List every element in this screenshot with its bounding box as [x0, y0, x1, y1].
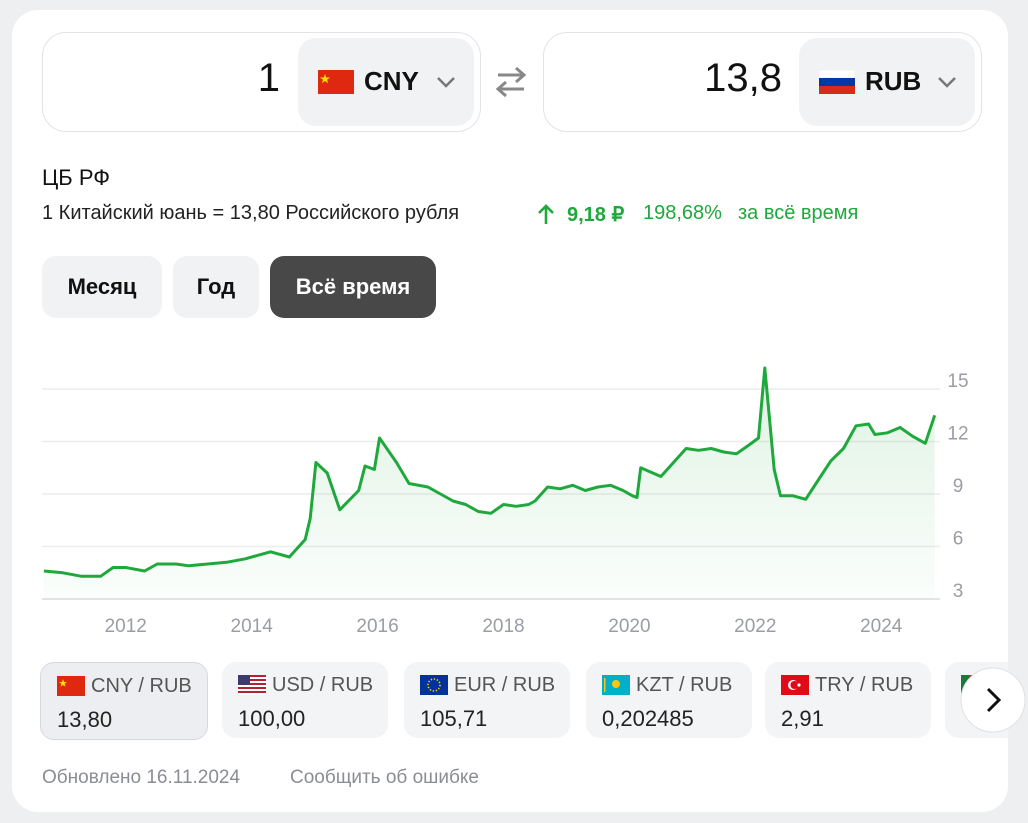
rate-text: 1 Китайский юань = 13,80 Российского руб…: [42, 202, 460, 224]
y-tick-label: 9: [953, 476, 964, 497]
from-currency-select[interactable]: CNY: [298, 38, 474, 126]
line: [43, 366, 937, 578]
x-tick-label: 2024: [860, 616, 903, 637]
y-tick-label: 15: [947, 371, 968, 392]
to-amount[interactable]: 13,8: [704, 56, 782, 100]
flag-kz: [602, 675, 630, 695]
to-currency: RUB: [865, 66, 922, 96]
flag-eu: [420, 675, 448, 695]
flag-cn: [57, 676, 85, 696]
x-tick-label: 2022: [734, 616, 776, 637]
from-amount[interactable]: 1: [257, 56, 280, 100]
pair-name: USD / RUB: [272, 674, 374, 696]
pair-rate: 0,202485: [602, 706, 694, 731]
pair-rate: 100,00: [238, 706, 306, 731]
pair-name: EUR / RUB: [454, 674, 556, 696]
pair-name: TRY / RUB: [815, 674, 914, 696]
flag-ru: [819, 70, 855, 94]
change-abs: 9,18 ₽: [567, 204, 625, 226]
change-period: за всё время: [738, 202, 859, 224]
y-tick-label: 6: [953, 529, 964, 550]
updated-date: Обновлено 16.11.2024: [42, 767, 241, 788]
pair-card[interactable]: CNY / RUB 13,80: [40, 662, 208, 740]
y-tick-label: 3: [953, 581, 964, 602]
y-tick-label: 12: [947, 424, 968, 445]
chevron: [437, 77, 455, 88]
flag-us: [238, 675, 266, 695]
swap-icon[interactable]: [494, 64, 528, 100]
x-tick-label: 2012: [105, 616, 147, 637]
to-currency-select[interactable]: RUB: [799, 38, 975, 126]
x-tick-label: 2016: [356, 616, 398, 637]
period-button-active[interactable]: Всё время: [270, 256, 436, 318]
area: [43, 368, 935, 599]
pair-rate: 2,91: [781, 706, 824, 731]
period-button[interactable]: Месяц: [42, 256, 162, 318]
pair-card[interactable]: KZT / RUB 0,202485: [586, 662, 752, 738]
x-tick-label: 2018: [482, 616, 524, 637]
pair-name: KZT / RUB: [636, 674, 733, 696]
up-arrow: [538, 204, 554, 224]
pair-rate: 13,80: [57, 707, 113, 732]
pair-name: CNY / RUB: [91, 675, 192, 697]
chevron: [938, 77, 956, 88]
next-button[interactable]: [958, 665, 1028, 735]
pair-card[interactable]: EUR / RUB 105,71: [404, 662, 570, 738]
source: ЦБ РФ: [42, 165, 110, 190]
chart: 3 6 9 12 15 2012 2014 2016 2018 2020 2022 2024: [42, 366, 969, 637]
pair-card[interactable]: USD / RUB 100,00: [222, 662, 388, 738]
pair-rate: 105,71: [420, 706, 488, 731]
period-button[interactable]: Год: [173, 256, 259, 318]
change-pct: 198,68%: [643, 202, 722, 224]
pair-card[interactable]: TRY / RUB 2,91: [765, 662, 931, 738]
x-tick-label: 2020: [608, 616, 650, 637]
report-error-link[interactable]: Сообщить об ошибке: [290, 767, 479, 788]
flag-cn: [318, 70, 354, 94]
x-tick-label: 2014: [231, 616, 274, 637]
flag-tr: [781, 675, 809, 695]
from-currency: CNY: [364, 66, 419, 96]
